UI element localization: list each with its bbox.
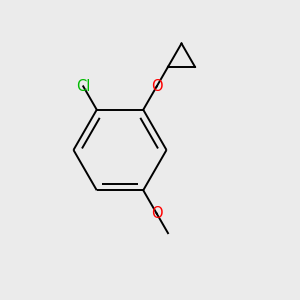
Text: O: O — [151, 206, 163, 221]
Text: O: O — [151, 79, 163, 94]
Text: Cl: Cl — [76, 79, 90, 94]
